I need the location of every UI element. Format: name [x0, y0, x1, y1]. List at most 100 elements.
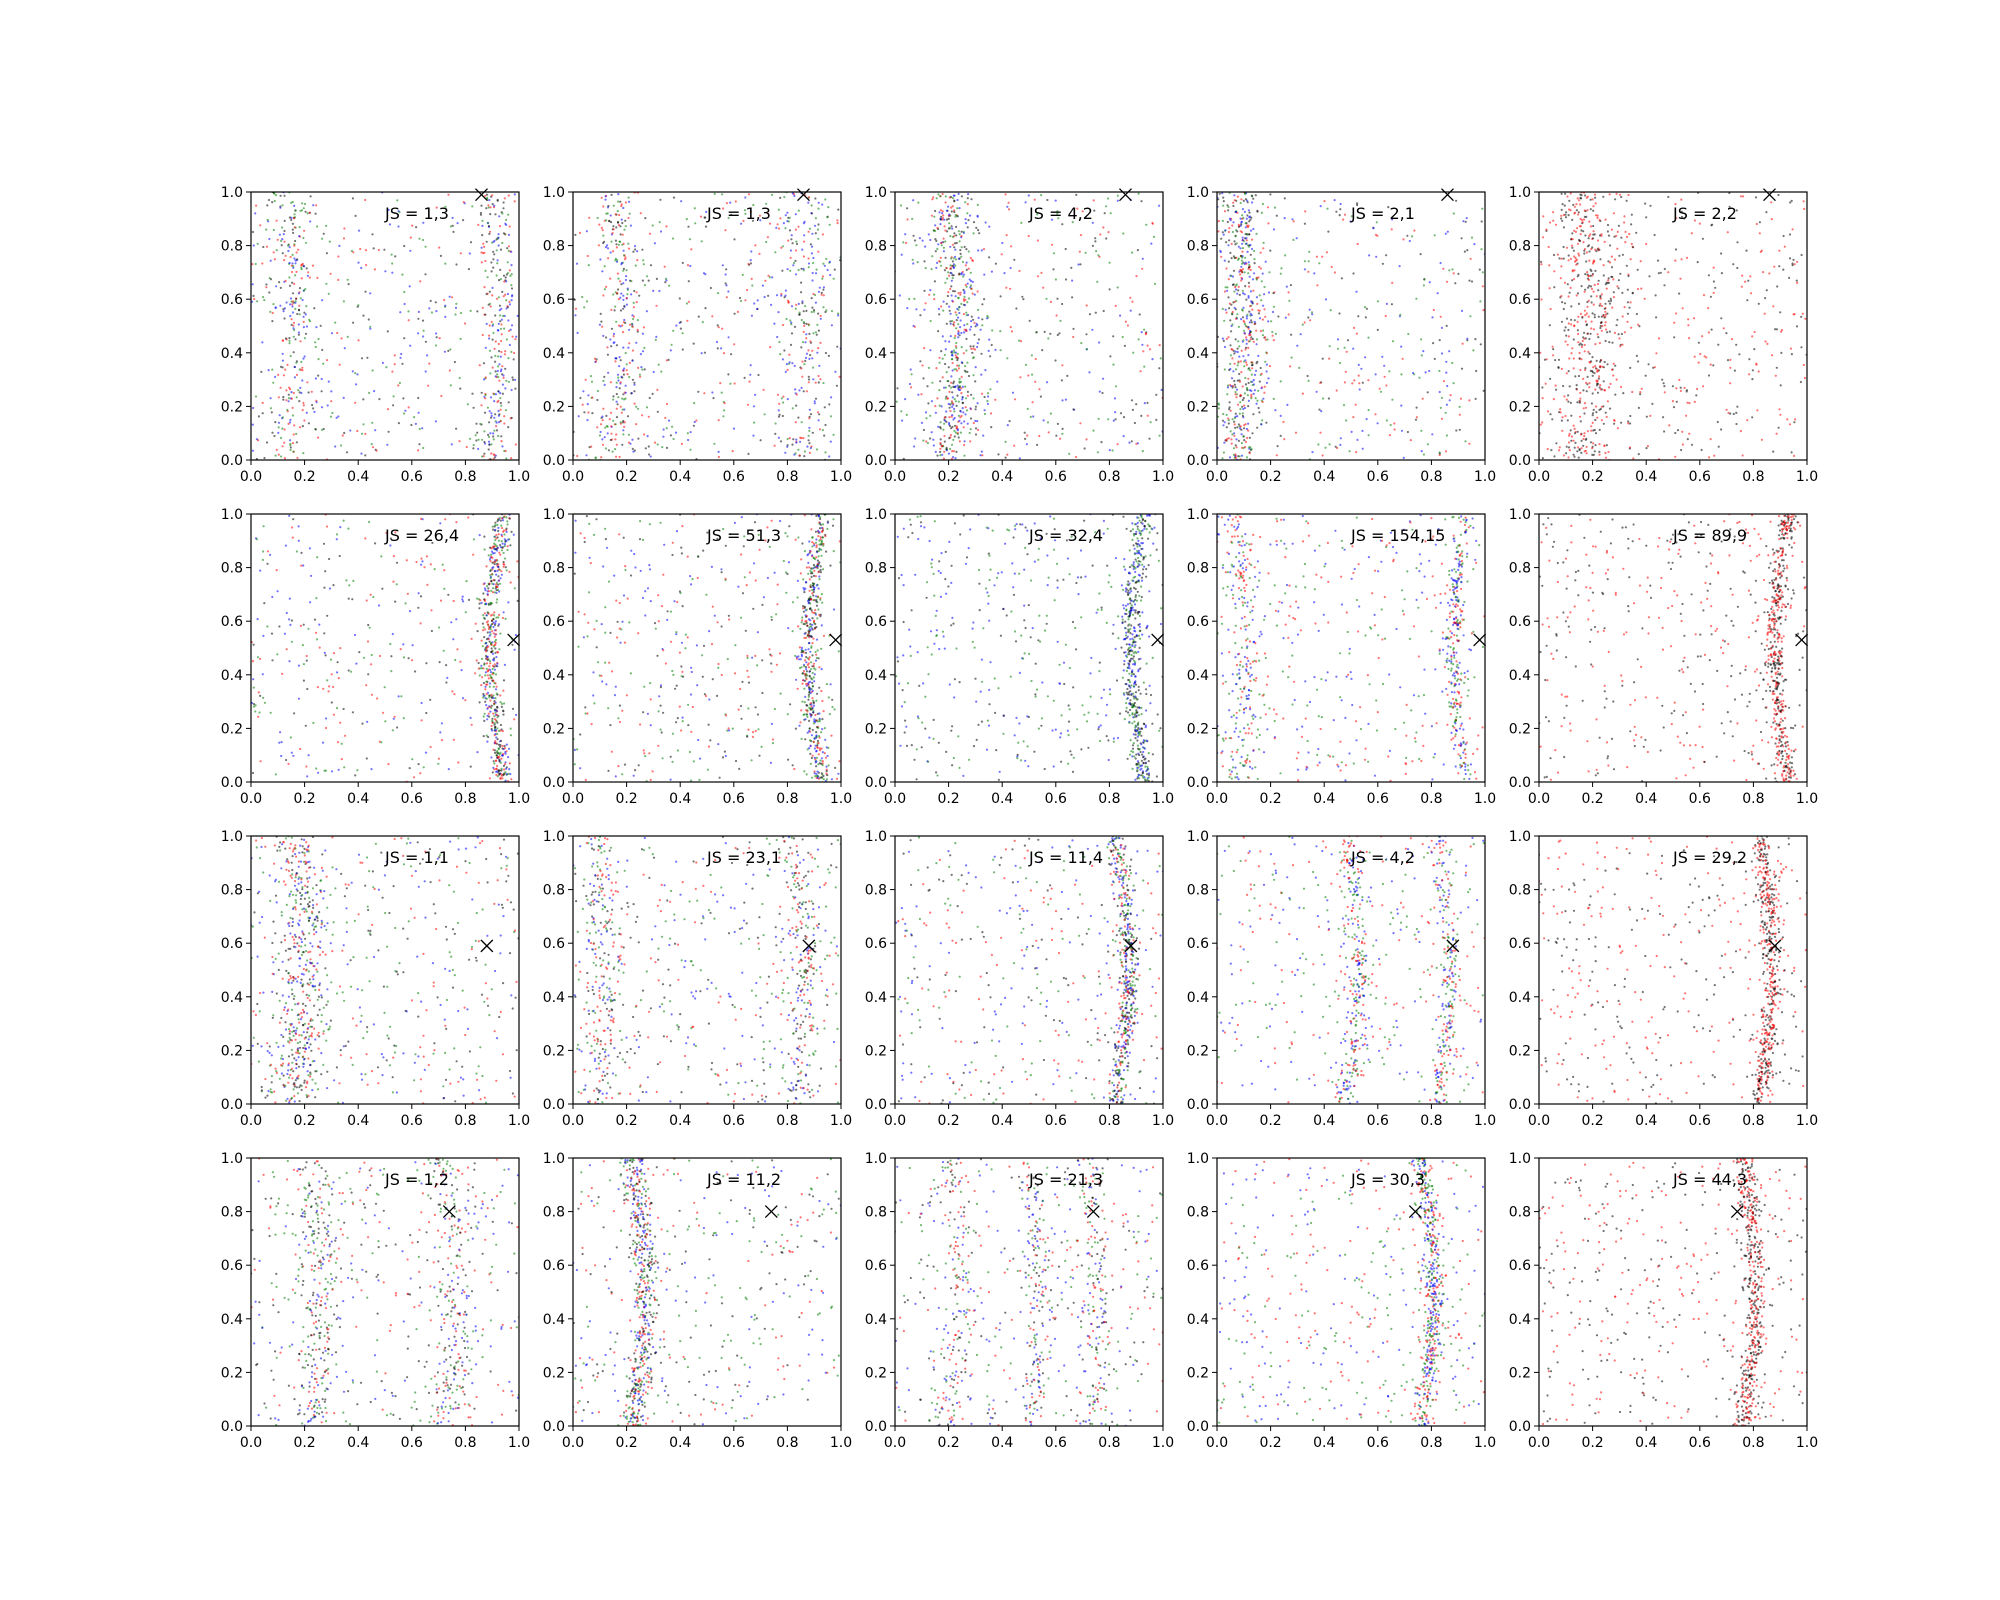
point-black	[633, 381, 636, 384]
point-red	[1616, 247, 1619, 250]
point-green	[951, 357, 954, 361]
point-black	[1621, 253, 1624, 256]
point-blue	[975, 322, 978, 325]
point-black	[621, 221, 624, 225]
point-black	[614, 239, 618, 242]
point-red	[1014, 398, 1017, 401]
point-black	[289, 446, 292, 449]
point-red	[293, 424, 296, 427]
point-red	[1613, 258, 1616, 261]
point-red	[1223, 290, 1227, 293]
point-blue	[1259, 317, 1262, 320]
point-green	[1121, 335, 1124, 339]
point-green	[421, 238, 425, 242]
point-black	[795, 242, 799, 246]
point-green	[617, 396, 620, 399]
point-black	[615, 344, 619, 347]
point-blue	[1376, 422, 1379, 425]
point-red	[1577, 341, 1580, 344]
point-black	[944, 362, 947, 366]
point-red	[1444, 450, 1448, 453]
point-black	[291, 292, 295, 295]
point-blue	[1238, 355, 1241, 358]
point-red	[1592, 303, 1595, 306]
point-blue	[628, 328, 631, 331]
point-blue	[1473, 243, 1476, 246]
point-green	[277, 426, 280, 429]
panel-label: JS = 1,3	[384, 204, 449, 223]
point-black	[948, 437, 951, 440]
point-red	[1604, 456, 1608, 459]
point-black	[1748, 358, 1751, 361]
point-red	[1712, 266, 1715, 269]
point-green	[958, 377, 961, 380]
point-red	[1391, 281, 1394, 284]
point-green	[442, 649, 445, 652]
point-black	[278, 281, 281, 284]
point-red	[1803, 376, 1806, 380]
point-black	[949, 320, 952, 323]
point-black	[1221, 231, 1224, 234]
point-blue	[1143, 402, 1146, 405]
point-blue	[574, 314, 577, 317]
point-black	[1455, 199, 1458, 202]
point-blue	[980, 450, 984, 453]
point-blue	[1252, 227, 1255, 231]
point-red	[315, 204, 318, 207]
point-black	[304, 332, 308, 335]
point-black	[1790, 353, 1793, 356]
point-green	[603, 288, 607, 291]
point-red	[1739, 195, 1743, 198]
point-blue	[1241, 236, 1244, 239]
point-green	[328, 240, 331, 243]
point-red	[1085, 438, 1088, 441]
point-blue	[604, 198, 607, 201]
point-black	[1733, 369, 1736, 372]
point-black	[638, 294, 641, 297]
point-red	[1592, 442, 1595, 445]
panel-points	[895, 192, 1163, 460]
point-blue	[900, 253, 903, 256]
point-red	[357, 339, 360, 342]
point-blue	[353, 633, 357, 637]
y-tick-label: 0.4	[221, 346, 243, 362]
point-blue	[1333, 199, 1336, 202]
point-green	[444, 205, 447, 208]
point-red	[1229, 384, 1232, 387]
point-red	[1608, 193, 1611, 196]
point-green	[1480, 248, 1483, 251]
point-red	[1236, 195, 1239, 198]
point-blue	[330, 390, 333, 393]
point-red	[821, 275, 825, 278]
panel-6: 0.0 0.2 0.4 0.6 0.8 1.00.00.20.40.60.81.0JS =…	[221, 507, 530, 807]
point-black	[298, 400, 301, 403]
point-red	[1569, 257, 1572, 260]
point-red	[1796, 281, 1799, 284]
point-blue	[954, 248, 957, 251]
point-blue	[1313, 272, 1316, 275]
point-blue	[1054, 199, 1057, 202]
point-red	[500, 350, 503, 354]
point-red	[955, 427, 958, 430]
point-black	[1549, 377, 1552, 380]
point-green	[1243, 329, 1246, 332]
point-black	[1474, 397, 1477, 400]
point-blue	[321, 299, 324, 302]
point-black	[492, 760, 495, 763]
point-red	[1572, 357, 1575, 360]
point-black	[1562, 307, 1565, 311]
point-red	[973, 321, 976, 324]
point-black	[622, 393, 625, 396]
point-red	[290, 397, 293, 400]
point-black	[947, 217, 950, 220]
point-blue	[294, 301, 297, 304]
point-red	[633, 402, 636, 405]
point-blue	[582, 390, 585, 393]
point-red	[1282, 420, 1285, 424]
point-blue	[964, 222, 968, 225]
point-green	[661, 446, 664, 449]
x-tick-label: 0.8	[1098, 469, 1120, 485]
point-blue	[484, 671, 487, 674]
point-blue	[790, 305, 794, 308]
point-blue	[1247, 261, 1250, 264]
